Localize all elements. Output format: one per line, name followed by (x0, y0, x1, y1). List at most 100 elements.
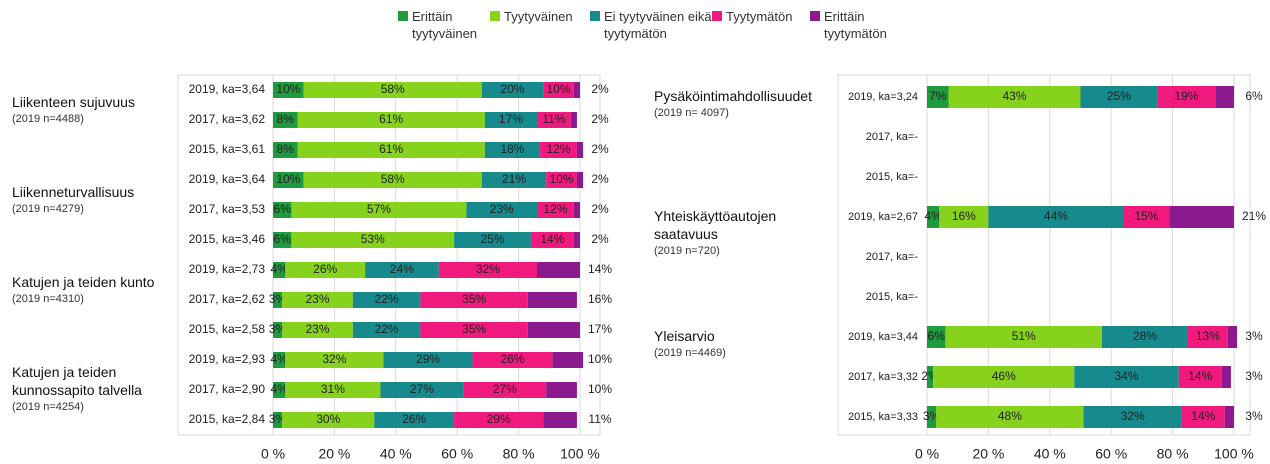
value-label: 14% (540, 232, 564, 246)
bar-segment (273, 112, 298, 128)
bar-segment (463, 382, 547, 398)
x-tick-label: 80 % (503, 446, 535, 462)
bar-segment (927, 206, 940, 228)
bar-segment (291, 202, 467, 218)
legend-swatch (590, 11, 600, 21)
bar-segment (352, 322, 421, 338)
bar-segment (1083, 406, 1182, 428)
bar-segment (291, 232, 455, 248)
group-label: Yleisarvio (2019 n=4469) (654, 327, 839, 361)
bar-segment (374, 412, 455, 428)
legend-item: Erittäin tyytymätön (810, 8, 904, 42)
value-label: 11% (542, 112, 565, 126)
bar-segment (472, 352, 553, 368)
bar-segment (546, 382, 577, 398)
group-title: Liikenneturvallisuus (12, 184, 135, 200)
legend-item: Tyytyväinen (490, 8, 599, 25)
category-label: 2017, ka=2,90 (189, 382, 266, 396)
value-label: 27% (493, 382, 517, 396)
bar-segment (273, 352, 286, 368)
bar-segment (1181, 406, 1225, 428)
x-tick-label: 100 % (560, 446, 600, 462)
value-label: 3% (1245, 409, 1263, 423)
bar-segment (297, 112, 485, 128)
value-label: 25% (480, 232, 504, 246)
group-note: (2019 n=4254) (12, 401, 84, 413)
bar-segment (1169, 206, 1234, 228)
bar-segment (1178, 366, 1222, 388)
value-label: 14% (1191, 409, 1215, 423)
group-note: (2019 n=4488) (12, 113, 84, 125)
category-label: 2019, ka=2,67 (848, 211, 918, 223)
bar-segment (438, 262, 538, 278)
bar-segment (484, 112, 538, 128)
bar-segment (927, 326, 946, 348)
value-label: 2% (591, 202, 609, 216)
bar-segment (481, 172, 547, 188)
value-label: 7% (929, 89, 947, 103)
legend-swatch (712, 11, 722, 21)
bar-segment (273, 142, 298, 158)
bar-segment (537, 202, 574, 218)
value-label: 10% (546, 82, 570, 96)
bar-segment (1123, 206, 1170, 228)
group-title: Pysäköintimahdollisuudet (654, 88, 812, 104)
value-label: 51% (1012, 329, 1036, 343)
bar-segment (273, 382, 286, 398)
group-label: Katujen ja teiden kunnossapito talvella (… (12, 363, 182, 415)
bar-segment (1157, 86, 1216, 108)
value-label: 29% (416, 352, 440, 366)
group-label: Liikenneturvallisuus (2019 n=4279) (12, 183, 182, 217)
bar-segment (543, 412, 577, 428)
value-label: 26% (500, 352, 524, 366)
category-label: 2019, ka=3,24 (848, 91, 918, 103)
bar-segment (939, 206, 989, 228)
value-label: 23% (305, 292, 329, 306)
value-label: 20% (500, 82, 524, 96)
value-label: 2% (591, 232, 609, 246)
bar-segment (537, 112, 571, 128)
category-label: 2019, ka=2,73 (189, 262, 266, 276)
bar-segment (297, 142, 485, 158)
group-title: Liikenteen sujuvuus (12, 94, 135, 110)
category-label: 2019, ka=3,64 (189, 82, 266, 96)
value-label: 24% (390, 262, 414, 276)
category-label: 2015, ka=2,84 (189, 412, 266, 426)
group-label: Liikenteen sujuvuus (2019 n=4488) (12, 93, 182, 127)
bar-segment (546, 172, 577, 188)
bar-segment (1080, 86, 1158, 108)
value-label: 21% (1242, 209, 1266, 223)
category-label: 2017, ka=3,62 (189, 112, 266, 126)
bar-segment (273, 292, 283, 308)
legend-label: Erittäin tyytyväinen (412, 9, 478, 41)
value-label: 30% (316, 412, 340, 426)
value-label: 14% (1188, 369, 1212, 383)
legend-label: Tyytymätön (726, 9, 793, 24)
value-label: 35% (462, 322, 486, 336)
value-label: 2% (591, 82, 609, 96)
bar-segment (543, 82, 574, 98)
bar-segment (273, 82, 304, 98)
group-note: (2019 n=4279) (12, 203, 84, 215)
category-label: 2017, ka=2,62 (189, 292, 266, 306)
bar-segment (282, 322, 353, 338)
value-label: 2% (591, 142, 609, 156)
value-label: 58% (381, 172, 405, 186)
bar-segment (576, 142, 584, 158)
bar-segment (1221, 366, 1231, 388)
category-label: 2015, ka=2,58 (189, 322, 266, 336)
bar-segment (537, 262, 580, 278)
group-title: Yhteiskäyttöautojen saatavuus (654, 208, 777, 242)
group-title: Yleisarvio (654, 328, 715, 344)
value-label: 10% (276, 172, 300, 186)
value-label: 12% (546, 142, 570, 156)
bar-segment (273, 202, 292, 218)
value-label: 6% (274, 232, 292, 246)
x-tick-label: 0 % (915, 446, 939, 462)
value-label: 2% (591, 112, 609, 126)
bar-segment (927, 366, 934, 388)
value-label: 26% (313, 262, 337, 276)
value-label: 15% (1134, 209, 1158, 223)
value-label: 46% (992, 369, 1016, 383)
